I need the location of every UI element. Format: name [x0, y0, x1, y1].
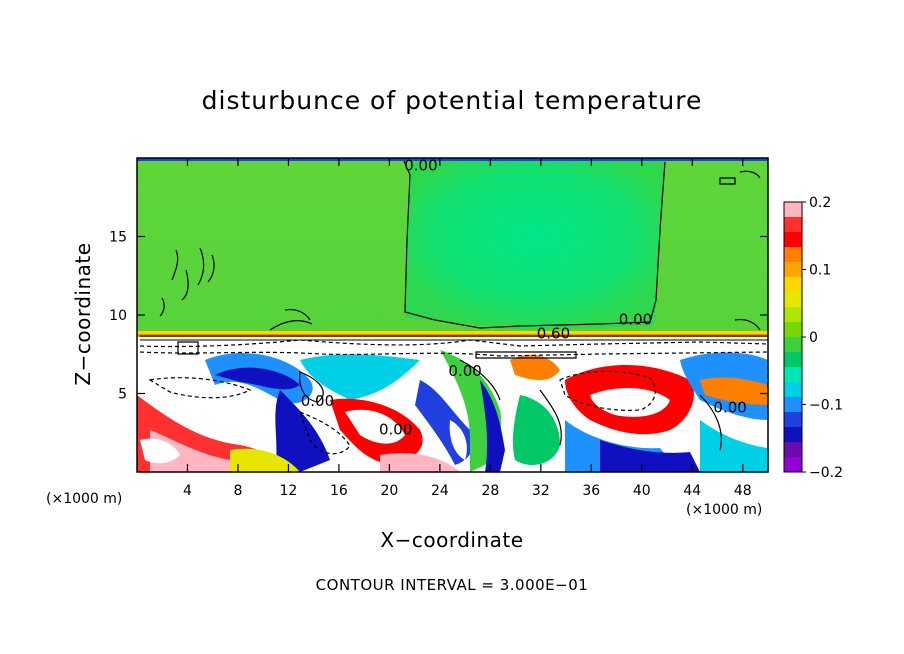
- contour-label: 0.00: [404, 157, 437, 175]
- y-axis-label: Z−coordinate: [71, 242, 95, 386]
- colorbar-swatch: [784, 382, 802, 398]
- colorbar: 0.2 0.1 0 −0.1 −0.2: [783, 195, 843, 481]
- x-axis-ticks: 4 8 12 16 20 24 28 32 36 40 44 48: [183, 158, 752, 499]
- x-unit-label: (×1000 m): [46, 491, 123, 507]
- colorbar-swatch: [784, 307, 802, 323]
- x-tick-label: 44: [683, 483, 701, 499]
- contour-label: 0.00: [301, 392, 334, 410]
- x-tick-label: 40: [633, 483, 651, 499]
- contour-label: 0.00: [448, 362, 481, 380]
- contour-label: 0.00: [713, 398, 746, 416]
- colorbar-swatch: [784, 412, 802, 428]
- colorbar-swatch: [784, 262, 802, 278]
- x-tick-label: 36: [582, 483, 600, 499]
- contour-interval-note: CONTOUR INTERVAL = 3.000E−01: [315, 576, 589, 594]
- x-tick-label: 20: [380, 483, 398, 499]
- x-tick-label: 8: [233, 483, 242, 499]
- colorbar-tick-label: 0.2: [809, 195, 831, 211]
- x-tick-label: 28: [481, 483, 499, 499]
- contour-label: 0.60: [537, 325, 570, 343]
- y-tick-label: 10: [109, 308, 127, 324]
- colorbar-tick-label: −0.1: [809, 398, 843, 414]
- field-image: [137, 158, 768, 472]
- colorbar-swatch: [784, 277, 802, 293]
- colorbar-swatch: [784, 397, 802, 413]
- x-unit-label-right: (×1000 m): [686, 502, 763, 518]
- x-tick-label: 24: [431, 483, 449, 499]
- colorbar-swatch: [784, 292, 802, 308]
- central-negative-region: [405, 160, 665, 330]
- colorbar-tick-label: −0.2: [809, 465, 843, 481]
- x-tick-label: 12: [280, 483, 298, 499]
- x-axis-label: X−coordinate: [380, 528, 524, 552]
- x-tick-label: 16: [330, 483, 348, 499]
- colorbar-swatch: [784, 352, 802, 368]
- colorbar-tick-label: 0: [809, 330, 818, 346]
- contour-lines: [139, 160, 768, 455]
- x-tick-label: 32: [532, 483, 550, 499]
- x-tick-label: 48: [734, 483, 752, 499]
- colorbar-swatch: [784, 232, 802, 248]
- colorbar-swatch: [784, 217, 802, 233]
- turbulent-eddies: [137, 350, 768, 472]
- colorbar-swatch: [784, 427, 802, 443]
- colorbar-swatch: [784, 442, 802, 458]
- colorbar-swatch: [784, 202, 802, 218]
- contour-label: 0.00: [379, 420, 412, 438]
- x-tick-label: 4: [183, 483, 192, 499]
- colorbar-swatch: [784, 337, 802, 353]
- y-axis-ticks: 5 10 15: [109, 230, 768, 403]
- colorbar-swatch: [784, 367, 802, 383]
- contour-labels: 0.00 0.00 0.60 0.00 0.00 0.00 0.00: [301, 157, 747, 439]
- y-tick-label: 15: [109, 230, 127, 246]
- chart-title: disturbunce of potential temperature: [201, 86, 703, 115]
- colorbar-swatch: [784, 322, 802, 338]
- colorbar-swatch: [784, 247, 802, 263]
- contour-label: 0.00: [619, 310, 652, 328]
- y-tick-label: 5: [118, 387, 127, 403]
- colorbar-swatch: [784, 457, 802, 473]
- colorbar-tick-label: 0.1: [809, 263, 831, 279]
